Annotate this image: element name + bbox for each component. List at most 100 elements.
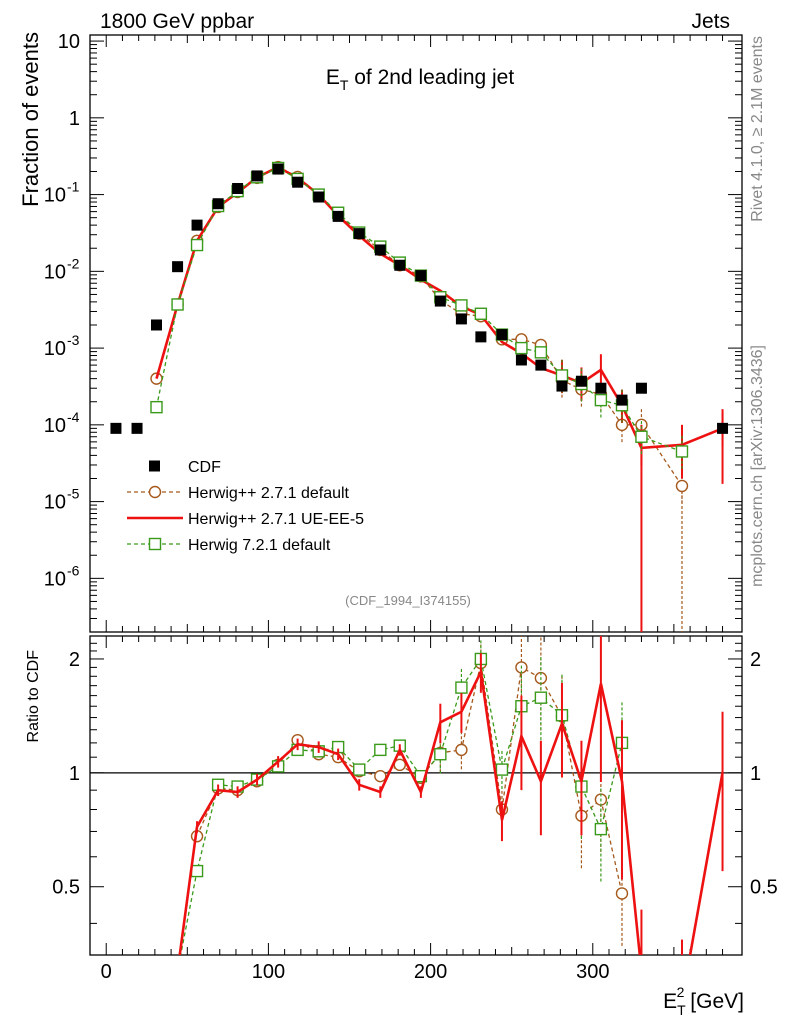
cdf-point <box>251 170 263 182</box>
cdf-point <box>434 295 446 307</box>
ratio-tick-label: 0.5 <box>52 877 80 899</box>
legend: CDF Herwig++ 2.7.1 default Herwig++ 2.7.1 … <box>127 459 364 554</box>
cdf-point <box>595 382 607 394</box>
y-tick-exponent: -1 <box>67 179 80 195</box>
cdf-point <box>535 359 547 371</box>
rivet-label: Rivet 4.1.0, ≥ 2.1M events <box>749 36 766 222</box>
cdf-point <box>635 382 647 394</box>
ratio-tick-label: 2 <box>69 649 80 671</box>
ratio-y-axis-label: Ratio to CDF <box>25 650 42 743</box>
main-series-group <box>110 160 729 632</box>
y-tick-label: 1 <box>69 108 80 130</box>
legend-marker-h7 <box>148 537 162 551</box>
ratio-marker-h7 <box>374 743 387 757</box>
ratio-line-ue <box>178 667 724 955</box>
cdf-point <box>292 176 304 188</box>
main-frame <box>89 34 743 633</box>
cdf-point <box>455 313 467 325</box>
y-tick-exponent: -3 <box>67 332 80 348</box>
ratio-marker-h271 <box>374 769 387 783</box>
chart-title: ET of 2nd leading jet <box>326 66 515 93</box>
ratio-line-h271 <box>196 662 623 894</box>
cdf-point <box>374 244 386 256</box>
cdf-point <box>394 259 406 271</box>
ratio-plot: 0 100 200 300 0.5 0.5 1 1 2 2 <box>52 635 778 983</box>
x-tick-label: 0 <box>101 961 112 983</box>
y-tick-label: 10 <box>44 338 66 360</box>
x-tick-label: 300 <box>576 961 609 983</box>
ratio-tick-label-right: 1 <box>750 763 761 785</box>
ratio-marker-h7 <box>594 822 608 836</box>
cdf-point <box>313 191 325 203</box>
series-marker-h7 <box>190 238 204 252</box>
series-marker-h271 <box>675 479 689 493</box>
y-tick-label: 10 <box>44 185 66 207</box>
x-tick-label: 100 <box>252 961 285 983</box>
mcplots-label: mcplots.cern.ch [arXiv:1306.3436] <box>749 345 766 587</box>
cdf-point <box>272 163 284 175</box>
cdf-point <box>110 422 122 434</box>
cdf-point <box>232 183 244 195</box>
y-tick-label: 10 <box>44 568 66 590</box>
series-marker-h7 <box>515 341 528 355</box>
analysis-watermark: (CDF_1994_I374155) <box>345 593 471 608</box>
ratio-marker-h7 <box>190 864 204 878</box>
ratio-tick-label-right: 2 <box>750 649 761 671</box>
header-left: 1800 GeV ppbar <box>100 10 254 33</box>
ratio-marker-h7 <box>434 748 447 761</box>
legend-marker-h271 <box>148 485 162 499</box>
y-tick-label: 10 <box>44 261 66 283</box>
ratio-marker-h271 <box>455 743 468 757</box>
legend-label-h271: Herwig++ 2.7.1 default <box>188 485 350 502</box>
ratio-marker-h7 <box>455 681 468 694</box>
cdf-point <box>616 394 628 406</box>
cdf-point <box>575 375 587 387</box>
series-marker-h7 <box>455 299 468 312</box>
ratio-tick-label-right: 0.5 <box>750 877 778 899</box>
cdf-point <box>475 331 487 343</box>
cdf-point <box>172 261 184 273</box>
cdf-point <box>415 270 427 282</box>
y-tick-exponent: -5 <box>67 486 80 502</box>
y-tick-exponent: -4 <box>67 409 80 425</box>
cdf-point <box>556 380 568 392</box>
cdf-point <box>150 319 162 331</box>
series-marker-h7 <box>474 307 488 320</box>
ratio-frame <box>89 635 743 956</box>
cdf-point <box>496 329 508 341</box>
y-axis-label: Fraction of events <box>18 32 43 207</box>
cdf-point <box>212 198 224 210</box>
cdf-point <box>515 354 527 366</box>
legend-label-cdf: CDF <box>188 459 221 476</box>
cdf-point <box>191 219 203 231</box>
series-marker-h7 <box>171 298 184 311</box>
cdf-point <box>717 422 729 434</box>
ratio-marker-h7 <box>534 691 548 704</box>
y-tick-exponent: -2 <box>67 255 80 271</box>
legend-label-ue: Herwig++ 2.7.1 UE-EE-5 <box>188 511 364 528</box>
ratio-marker-h7 <box>495 763 509 776</box>
ratio-marker-h271 <box>615 887 629 900</box>
series-marker-h7 <box>594 393 608 407</box>
y-tick-label: 10 <box>44 415 66 437</box>
y-tick-exponent: -6 <box>67 562 80 578</box>
series-marker-h7 <box>555 369 569 382</box>
y-tick-label: 10 <box>58 31 80 53</box>
series-marker-h7 <box>150 400 163 414</box>
ratio-tick-label: 1 <box>69 763 80 785</box>
header-right: Jets <box>691 10 730 33</box>
cdf-point <box>353 228 365 240</box>
series-marker-h7 <box>635 430 648 443</box>
ratio-series-group <box>178 636 724 955</box>
y-tick-label: 10 <box>44 492 66 514</box>
x-axis-label: ET2 [GeV] <box>663 984 744 1018</box>
ratio-marker-h7 <box>353 763 366 776</box>
series-marker-h7 <box>534 346 548 359</box>
legend-marker-cdf <box>149 460 160 472</box>
cdf-point <box>131 422 143 434</box>
x-tick-label: 200 <box>414 961 447 983</box>
series-marker-h7 <box>675 445 689 458</box>
